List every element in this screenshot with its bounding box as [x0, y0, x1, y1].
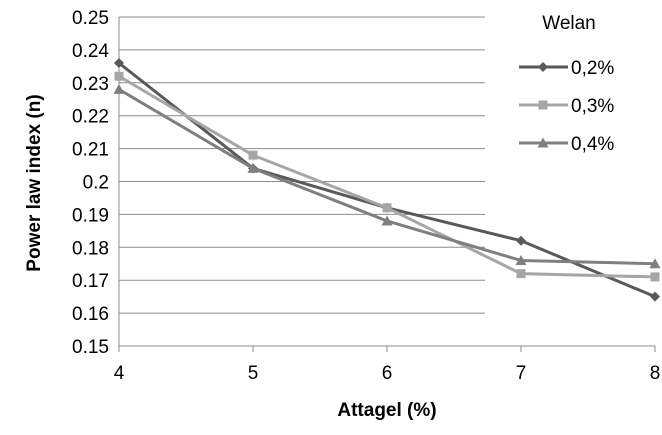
legend: Welan 0,2% 0,3% 0,4%: [519, 13, 614, 155]
y-tick-label: 0.22: [72, 107, 109, 128]
x-tick-label: 5: [248, 363, 259, 384]
data-point-square: [114, 71, 124, 81]
y-tick-label: 0.15: [72, 337, 109, 358]
legend-label: 0,2%: [571, 58, 614, 79]
legend-item: 0,2%: [519, 58, 614, 79]
y-tick-label: 0.19: [72, 205, 109, 226]
data-point-diamond: [114, 58, 124, 69]
y-tick-label: 0.24: [72, 41, 109, 62]
series-square: [114, 71, 660, 282]
data-point-triangle: [515, 254, 527, 265]
series-diamond: [114, 58, 660, 302]
data-point-triangle: [649, 258, 661, 269]
legend-item: 0,3%: [519, 96, 614, 117]
legend-item: 0,4%: [519, 134, 614, 155]
y-tick-label: 0.17: [72, 271, 109, 292]
y-tick-label: 0.21: [72, 140, 109, 161]
data-point-triangle: [381, 215, 393, 226]
data-point-square: [382, 203, 392, 213]
data-point-triangle: [113, 83, 125, 94]
data-point-square: [538, 100, 548, 110]
x-tick-label: 8: [650, 363, 661, 384]
y-tick-label: 0.2: [83, 173, 109, 194]
gridlines: [119, 16, 485, 314]
data-point-diamond: [538, 62, 548, 72]
data-point-square: [516, 269, 526, 279]
y-tick-label: 0.16: [72, 304, 109, 325]
x-tick-label: 4: [114, 363, 125, 384]
x-tick-label: 7: [516, 363, 527, 384]
x-axis-title: Attagel (%): [337, 400, 436, 421]
legend-label: 0,3%: [571, 96, 614, 117]
y-tick-label: 0.25: [72, 8, 109, 29]
data-point-square: [248, 150, 258, 160]
x-tick-label: 6: [382, 363, 393, 384]
data-point-diamond: [516, 235, 526, 246]
series-group: [113, 58, 661, 302]
legend-label: 0,4%: [571, 134, 614, 155]
data-point-square: [650, 272, 660, 282]
y-tick-label: 0.23: [72, 74, 109, 95]
tick-labels: 0.15 0.16 0.17 0.18 0.19 0.2 0.21 0.22 0.23 0.24 0…: [72, 8, 660, 384]
series-triangle: [113, 83, 661, 269]
data-point-triangle: [247, 162, 259, 173]
data-point-triangle: [537, 137, 549, 148]
legend-title: Welan: [542, 13, 596, 34]
y-tick-label: 0.18: [72, 238, 109, 259]
y-axis-title: Power law index (n): [24, 94, 45, 271]
data-point-diamond: [650, 291, 660, 302]
